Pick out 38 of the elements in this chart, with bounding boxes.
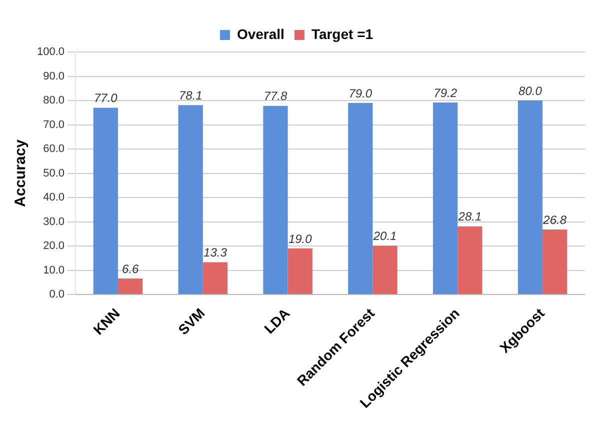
data-label: 77.8	[264, 89, 288, 104]
data-label: 80.0	[518, 84, 542, 98]
bar	[288, 248, 312, 294]
y-tick-label: 30.0	[43, 216, 65, 228]
bar	[542, 230, 568, 294]
data-label: 79.2	[434, 86, 458, 100]
y-axis-title: Accuracy	[12, 138, 30, 208]
bar	[263, 106, 288, 294]
bar	[518, 100, 543, 294]
data-label: 20.1	[372, 229, 397, 244]
y-tick-label: 40.0	[43, 192, 65, 204]
data-label: 26.8	[542, 212, 567, 227]
legend-label: Overall	[236, 26, 284, 42]
data-label: 28.1	[457, 210, 482, 224]
bar	[202, 262, 228, 294]
data-label: 13.3	[204, 246, 228, 260]
y-tick-label: 60.0	[43, 143, 65, 156]
data-label: 6.6	[122, 262, 139, 276]
bar	[458, 226, 482, 294]
y-tick-label: 90.0	[43, 70, 65, 82]
y-tick-label: 100.0	[36, 46, 65, 58]
legend-label: Target =1	[311, 26, 374, 42]
y-tick-label: 0.0	[49, 288, 65, 301]
bar	[93, 108, 118, 294]
y-tick-label: 70.0	[43, 118, 65, 131]
data-label: 78.1	[178, 88, 202, 102]
y-tick-label: 10.0	[43, 264, 65, 276]
data-label: 79.0	[348, 86, 372, 100]
data-label: 77.0	[94, 91, 118, 106]
bar	[118, 278, 143, 294]
y-tick-label: 20.0	[43, 240, 65, 252]
bar	[372, 246, 398, 294]
y-tick-label: 50.0	[43, 167, 65, 180]
bar	[348, 102, 373, 294]
y-tick-label: 80.0	[43, 94, 65, 107]
data-label: 19.0	[288, 232, 312, 246]
bar	[433, 102, 458, 294]
bar	[178, 105, 203, 294]
